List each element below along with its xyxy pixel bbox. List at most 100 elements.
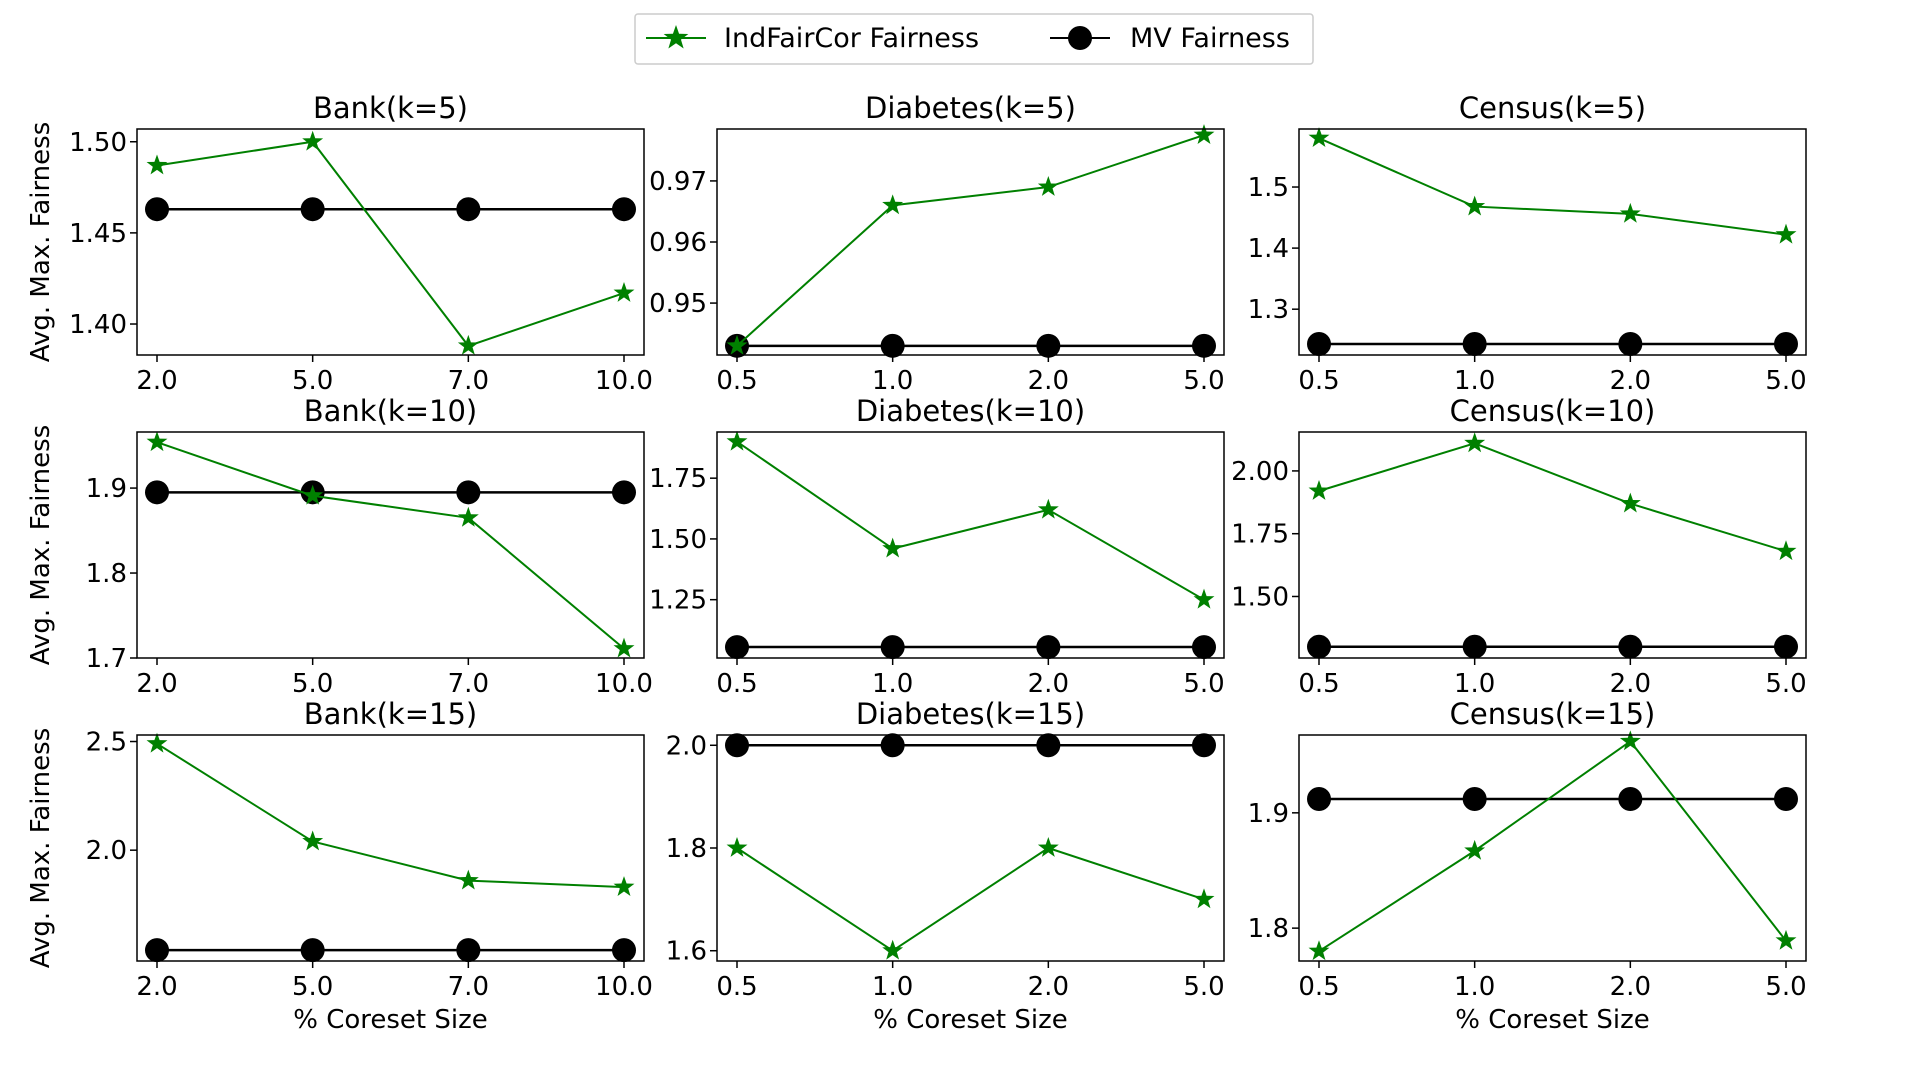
plot-area <box>716 734 1225 962</box>
indfaircor-point <box>1619 730 1641 751</box>
y-tick-label: 2.0 <box>86 836 127 866</box>
mv-point <box>1192 333 1216 358</box>
indfaircor-point <box>1193 124 1215 145</box>
x-tick-label: 5.0 <box>292 366 333 396</box>
mv-point <box>1192 733 1216 758</box>
mv-point <box>456 480 481 505</box>
mv-point <box>1618 332 1643 357</box>
subplot-3: Census(k=5) 1.3 1.4 1.5 0.5 1.0 2.0 5.0 <box>1248 91 1807 396</box>
indfaircor-point <box>146 431 168 452</box>
subplot-title: Census(k=10) <box>1450 394 1656 428</box>
x-tick-label: 5.0 <box>1183 972 1224 1002</box>
subplot-8: Diabetes(k=15) 1.6 1.8 2.0 0.5 1.0 2.0 5.0 % Cor… <box>666 697 1225 1035</box>
legend: IndFairCor Fairness MV Fairness <box>634 13 1314 65</box>
x-axis-label: % Coreset Size <box>293 1005 488 1035</box>
legend-item-mv: MV Fairness <box>1050 23 1290 54</box>
indfaircor-point <box>1464 432 1486 453</box>
subplot-title: Diabetes(k=10) <box>856 394 1085 428</box>
subplot-9: Census(k=15) 1.8 1.9 0.5 1.0 2.0 5.0 % Coreset … <box>1248 697 1807 1035</box>
subplot-title: Bank(k=15) <box>304 697 477 731</box>
y-tick-label: 1.9 <box>1248 799 1289 829</box>
mv-point <box>725 635 749 660</box>
mv-point <box>145 197 169 222</box>
x-tick-label: 2.0 <box>1610 972 1651 1002</box>
mv-point <box>456 938 481 963</box>
indfaircor-point <box>1619 492 1641 513</box>
indfaircor-point <box>1037 837 1059 857</box>
mv-point <box>725 733 749 758</box>
plot-area <box>1298 431 1807 659</box>
indfaircor-point <box>1464 839 1486 860</box>
x-axis-label: % Coreset Size <box>1455 1005 1650 1035</box>
mv-point <box>1618 786 1643 811</box>
plot-area <box>136 734 645 962</box>
mv-point <box>1462 786 1487 811</box>
mv-point <box>880 733 905 758</box>
legend-item-indfaircor: IndFairCor Fairness <box>646 23 979 54</box>
y-tick-label: 1.3 <box>1248 295 1289 325</box>
x-tick-label: 2.0 <box>136 669 177 699</box>
indfaircor-point <box>613 637 635 658</box>
legend-label-mv: MV Fairness <box>1130 23 1290 54</box>
indfaircor-point <box>1775 223 1797 244</box>
y-axis-label: Avg. Max. Fairness <box>26 122 56 363</box>
subplot-4: Bank(k=10) 1.7 1.8 1.9 2.0 5.0 7.0 10.0 Avg. Max… <box>26 394 653 699</box>
x-tick-label: 2.0 <box>136 972 177 1002</box>
x-tick-label: 5.0 <box>1183 669 1224 699</box>
x-tick-label: 5.0 <box>292 972 333 1002</box>
x-tick-label: 7.0 <box>448 669 489 699</box>
indfaircor-point <box>146 154 168 175</box>
indfaircor-point <box>726 430 748 451</box>
y-axis-label: Avg. Max. Fairness <box>26 425 56 666</box>
y-tick-label: 1.40 <box>69 310 127 340</box>
y-tick-label: 1.50 <box>1231 582 1289 612</box>
x-axis-label: % Coreset Size <box>873 1005 1068 1035</box>
mv-point <box>1036 333 1061 358</box>
indfaircor-point <box>1037 498 1059 519</box>
x-tick-label: 1.0 <box>872 366 913 396</box>
legend-label-indfaircor: IndFairCor Fairness <box>724 23 979 54</box>
legend-circle-marker <box>1068 26 1092 50</box>
subplot-5: Diabetes(k=10) 1.25 1.50 1.75 0.5 1.0 2.0 5.0 <box>649 394 1225 699</box>
indfaircor-point <box>1619 202 1641 223</box>
x-tick-label: 5.0 <box>1765 669 1806 699</box>
mv-point <box>145 938 169 963</box>
plot-area <box>136 128 645 356</box>
mv-point <box>1462 332 1487 357</box>
mv-point <box>880 635 905 660</box>
series-line-indfaircor <box>736 134 1205 347</box>
subplot-6: Census(k=10) 1.50 1.75 2.00 0.5 1.0 2.0 5.0 <box>1231 394 1807 699</box>
plot-area <box>136 431 645 659</box>
y-tick-label: 0.96 <box>649 228 707 258</box>
series-line-indfaircor <box>156 742 625 889</box>
x-tick-label: 0.5 <box>1298 366 1339 396</box>
series-line-indfaircor <box>156 441 625 650</box>
indfaircor-point <box>1308 127 1330 148</box>
series-line-indfaircor <box>1318 442 1787 553</box>
indfaircor-point <box>146 732 168 753</box>
x-tick-label: 10.0 <box>595 366 653 396</box>
series-line-indfaircor <box>1318 137 1787 236</box>
y-tick-label: 1.50 <box>649 525 707 555</box>
y-tick-label: 1.4 <box>1248 234 1289 264</box>
plot-area <box>716 128 1225 356</box>
x-tick-label: 7.0 <box>448 366 489 396</box>
indfaircor-point <box>1037 176 1059 196</box>
y-tick-label: 1.75 <box>1231 520 1289 550</box>
subplot-title: Census(k=5) <box>1459 91 1646 125</box>
series-line-indfaircor <box>736 846 1205 952</box>
indfaircor-point <box>726 334 748 355</box>
x-tick-label: 0.5 <box>716 972 757 1002</box>
indfaircor-point <box>726 837 748 857</box>
legend-frame <box>634 13 1314 65</box>
subplot-7: Bank(k=15) 2.0 2.5 2.0 5.0 7.0 10.0 Avg. Max. F… <box>26 697 653 1035</box>
y-tick-label: 2.00 <box>1231 457 1289 487</box>
x-tick-label: 5.0 <box>292 669 333 699</box>
x-tick-label: 1.0 <box>872 972 913 1002</box>
indfaircor-point <box>1193 888 1215 909</box>
y-tick-label: 0.95 <box>649 289 707 319</box>
indfaircor-point <box>613 282 635 302</box>
x-tick-label: 0.5 <box>1298 972 1339 1002</box>
mv-point <box>1307 634 1331 659</box>
